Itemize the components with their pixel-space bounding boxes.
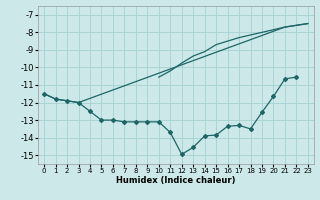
X-axis label: Humidex (Indice chaleur): Humidex (Indice chaleur) bbox=[116, 176, 236, 185]
